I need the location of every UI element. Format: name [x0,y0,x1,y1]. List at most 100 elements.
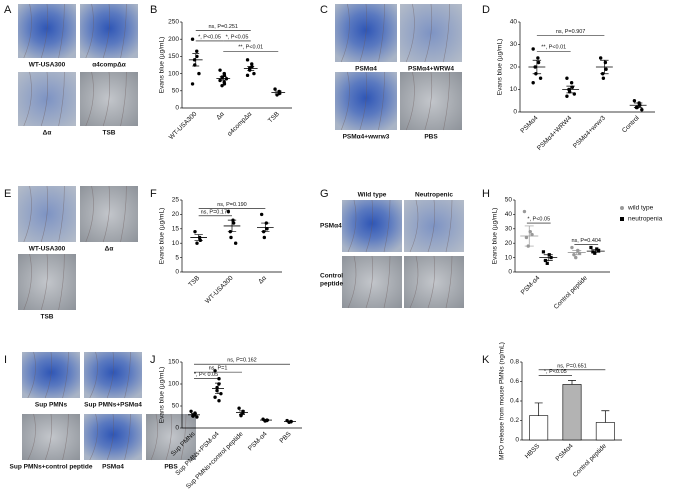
x-tick-label: TSB [187,275,201,289]
data-point [593,251,597,255]
error-bar [191,413,197,417]
data-point [213,369,217,373]
vessel [102,3,111,59]
x-tick-label: Control [621,114,641,134]
y-tick-label: 15 [172,226,180,233]
error-bar [219,76,227,81]
panel-letter: J [150,354,156,366]
y-tick-label: 0 [508,269,512,276]
vessel [347,199,357,253]
data-point [570,245,574,250]
x-tick-label: PSMα4+WRW4 [536,114,574,152]
annotation: **, P<0.01 [541,45,566,51]
photo-caption: PSMα4 [355,66,377,73]
legend-marker [620,217,624,221]
panel-letter: D [482,4,490,16]
annotation: ns, P=0.251 [208,24,238,30]
y-tick-label: 0 [175,105,179,112]
x-tick-label: PBS [278,430,293,445]
x-tick-label: WT-USA300 [204,274,235,305]
data-point [541,250,546,254]
vessel [120,3,127,59]
data-point [591,250,595,254]
vessel [85,3,94,59]
photo-caption: Sup PMNs [35,402,68,409]
data-point [273,87,277,91]
photo-caption: Δα [43,130,52,137]
legend-label: wild type [627,205,654,212]
data-point [259,212,264,217]
vessel [378,71,385,131]
data-point [632,99,637,103]
annotation: *, P<0.05 [544,369,567,375]
x-tick-label: PSMα4 [554,442,574,462]
vessel [443,3,450,63]
y-tick-label: 0.2 [510,417,519,424]
y-tick-label: 0 [175,425,179,432]
panel-letter: I [4,354,7,366]
error-bar [568,380,576,385]
vessel [102,71,111,127]
error-bar [247,66,255,71]
vessel [58,185,65,243]
y-tick-label: 10 [510,86,518,93]
vessel [359,3,368,63]
annotation: *, P<0.05 [198,34,221,40]
vessel [23,71,32,127]
y-tick-label: 0 [515,437,519,444]
data-point [229,235,233,240]
x-tick-label: PSM-α4 [520,274,542,296]
annotation: ns, P=0.190 [217,202,247,208]
y-tick-label: 30 [505,226,513,233]
data-point [217,377,221,381]
y-tick-label: 30 [510,41,518,48]
photo-caption: Sup PMNs+control peptide [10,464,93,471]
vessel [120,185,127,243]
data-point [604,67,608,71]
data-point [262,235,267,240]
y-tick-label: 0.6 [510,378,519,385]
y-tick-label: 20 [510,64,518,71]
vessel [340,3,350,63]
legend-label: neutropenia [628,216,663,223]
y-tick-label: 250 [168,19,179,26]
panel-letter: G [320,188,329,200]
photo-caption: α4compΔα [92,62,126,69]
data-point [222,73,227,78]
data-point [589,245,593,250]
vessel [89,413,98,461]
data-point [250,62,254,66]
data-point [595,247,599,251]
photo-caption: PSMα4+WRW4 [408,66,454,73]
vessel [58,71,65,127]
bar [595,422,615,441]
data-point [531,81,535,85]
x-tick-label: WT-USA300 [168,110,199,141]
x-tick-label: PSM-α4 [247,430,269,452]
data-point [640,108,644,112]
annotation: ns, P=0.178 [201,209,231,215]
vessel [180,413,187,461]
y-axis-label: Evans blue (µg/mL) [497,39,504,96]
error-bar [261,222,270,233]
vessel [89,351,98,399]
vessel [27,351,36,399]
vessel [106,351,115,399]
data-point [193,229,197,234]
vessel [23,253,32,311]
data-point [265,227,269,231]
y-tick-label: 20 [172,211,180,218]
x-tick-label: Δα [257,275,268,286]
error-bar [287,420,293,423]
y-tick-label: 100 [168,70,179,77]
data-point [213,395,217,399]
y-tick-label: 25 [172,197,180,204]
vessel [40,3,49,59]
y-tick-label: 0 [175,269,179,276]
row-label: peptide [320,281,343,288]
legend-marker [620,206,624,210]
y-tick-label: 50 [172,88,180,95]
data-point [531,47,535,51]
data-point [536,60,541,65]
y-tick-label: 40 [510,19,518,26]
